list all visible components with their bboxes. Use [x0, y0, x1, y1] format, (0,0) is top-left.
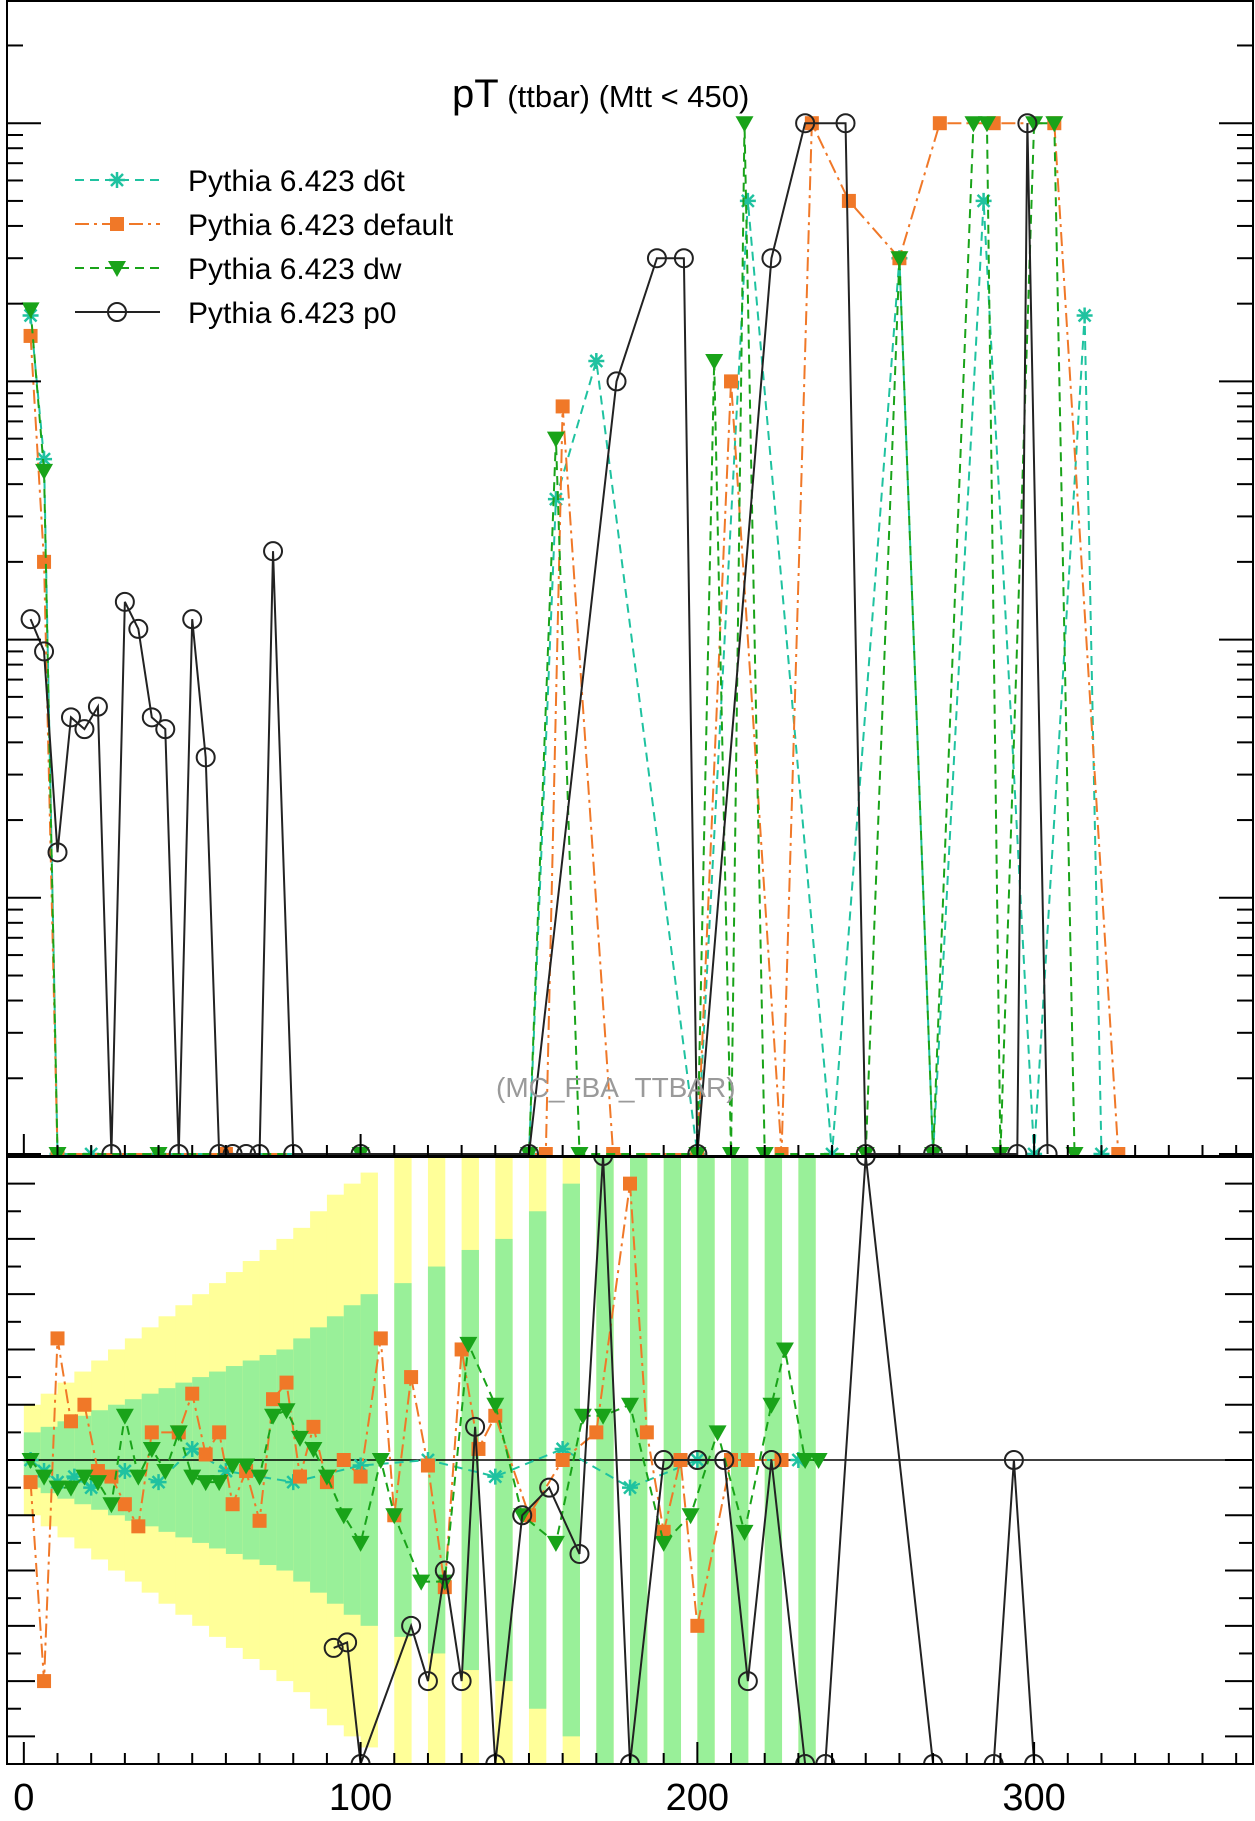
main-point-1-0: [24, 329, 38, 343]
ratio-point-1-39: [690, 1619, 704, 1633]
main-point-0-17: [1077, 307, 1093, 323]
main-point-1-11: [842, 194, 856, 208]
ratio-point-1-26: [404, 1370, 418, 1384]
ratio-point-1-1: [37, 1674, 51, 1688]
x-tick-label-3: 300: [1002, 1777, 1065, 1819]
ratio-point-1-0: [24, 1475, 38, 1489]
ratio-point-1-36: [640, 1425, 654, 1439]
ratio-point-1-33: [556, 1453, 570, 1467]
plot-title-rest: (ttbar) (Mtt < 450): [499, 79, 750, 114]
ratio-point-1-19: [293, 1470, 307, 1484]
ratio-point-1-23: [354, 1470, 368, 1484]
x-tick-labels: 0 100 200 300: [13, 1777, 1066, 1819]
ratio-point-1-2: [51, 1331, 65, 1345]
ratio-point-2-37: [682, 1508, 700, 1524]
ratio-point-1-11: [185, 1387, 199, 1401]
plot-title-main: pT: [452, 72, 499, 116]
ratio-point-2-32: [547, 1536, 565, 1552]
ratio-point-1-42: [775, 1453, 789, 1467]
legend-label-1: Pythia 6.423 default: [188, 209, 454, 242]
legend: Pythia 6.423 d6t Pythia 6.423 default Pyth…: [75, 165, 454, 330]
ratio-point-1-34: [589, 1425, 603, 1439]
ratio-point-1-41: [741, 1453, 755, 1467]
main-point-1-13: [933, 116, 947, 130]
ratio-point-1-16: [253, 1514, 267, 1528]
legend-marker-1: [110, 217, 124, 231]
x-tick-label-0: 0: [13, 1777, 34, 1819]
main-point-2-9: [705, 354, 723, 370]
ratio-point-1-17: [266, 1392, 280, 1406]
ratio-point-1-12: [199, 1447, 213, 1461]
ratio-point-1-8: [131, 1519, 145, 1533]
ratio-point-1-27: [421, 1459, 435, 1473]
ratio-point-1-14: [226, 1497, 240, 1511]
main-point-1-8: [724, 374, 738, 388]
plot-title: pT (ttbar) (Mtt < 450): [452, 72, 749, 116]
ratio-point-1-7: [118, 1497, 132, 1511]
ratio-point-1-3: [64, 1414, 78, 1428]
legend-label-3: Pythia 6.423 p0: [188, 297, 397, 330]
ratio-point-0-7: [184, 1441, 200, 1457]
ratio-point-1-35: [623, 1177, 637, 1191]
ratio-point-1-18: [280, 1376, 294, 1390]
watermark-label: (MC_FBA_TTBAR): [496, 1072, 736, 1103]
ratio-uncertainty-band: [7, 1156, 1253, 1764]
main-series-line-3: [31, 123, 1048, 1154]
ratio-point-1-4: [77, 1398, 91, 1412]
main-point-2-11: [735, 116, 753, 132]
x-tick-label-2: 200: [666, 1777, 729, 1819]
ratio-point-1-13: [212, 1425, 226, 1439]
main-point-0-15: [976, 193, 992, 209]
ratio-point-1-20: [306, 1420, 320, 1434]
legend-label-2: Pythia 6.423 dw: [188, 253, 402, 286]
ratio-point-0-12: [487, 1469, 503, 1485]
legend-marker-0: [109, 172, 125, 188]
ratio-point-1-22: [337, 1453, 351, 1467]
x-tick-label-1: 100: [329, 1777, 392, 1819]
ratio-point-1-24: [374, 1331, 388, 1345]
ratio-point-1-9: [145, 1425, 159, 1439]
main-point-1-1: [37, 555, 51, 569]
main-point-0-9: [588, 353, 604, 369]
main-point-1-16: [1111, 1147, 1125, 1161]
legend-label-0: Pythia 6.423 d6t: [188, 165, 405, 198]
ratio-point-0-14: [622, 1480, 638, 1496]
main-point-0-11: [740, 193, 756, 209]
main-point-1-5: [556, 399, 570, 413]
main-point-0-8: [548, 491, 564, 507]
main-point-2-6: [547, 432, 565, 448]
